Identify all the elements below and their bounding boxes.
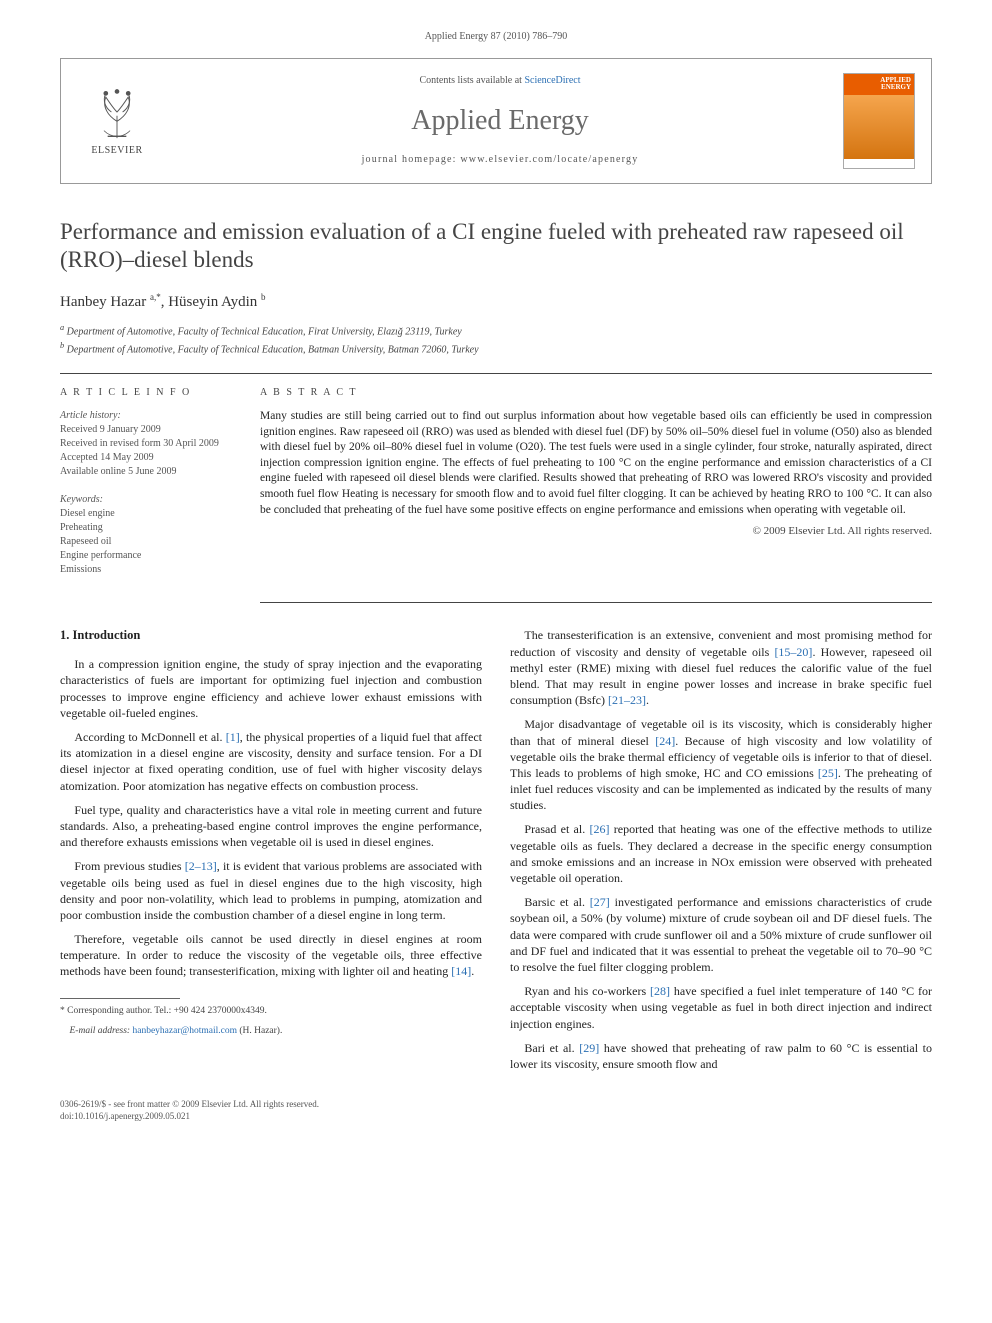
journal-name: Applied Energy (157, 102, 843, 140)
abstract-column: A B S T R A C T Many studies are still b… (260, 373, 932, 604)
keywords-label: Keywords: (60, 494, 103, 505)
body-paragraph: Therefore, vegetable oils cannot be used… (60, 931, 482, 980)
body-paragraph: Bari et al. [29] have showed that prehea… (510, 1040, 932, 1072)
body-paragraph: Prasad et al. [26] reported that heating… (510, 821, 932, 886)
homepage-line: journal homepage: www.elsevier.com/locat… (157, 153, 843, 167)
keywords-lines: Diesel enginePreheatingRapeseed oilEngin… (60, 508, 141, 575)
email-label: E-mail address: (70, 1026, 131, 1036)
article-info-header: A R T I C L E I N F O (60, 386, 244, 400)
left-column: 1. Introduction In a compression ignitio… (60, 627, 482, 1080)
journal-cover-thumb: APPLIED ENERGY (843, 73, 915, 169)
elsevier-wordmark: ELSEVIER (91, 144, 142, 158)
email-link[interactable]: hanbeyhazar@hotmail.com (132, 1026, 237, 1036)
body-paragraph: In a compression ignition engine, the st… (60, 656, 482, 721)
body-paragraph: The transesterification is an extensive,… (510, 627, 932, 708)
affiliations: a Department of Automotive, Faculty of T… (60, 322, 932, 357)
page-footer: 0306-2619/$ - see front matter © 2009 El… (60, 1098, 932, 1122)
keywords-block: Keywords: Diesel enginePreheatingRapesee… (60, 493, 244, 577)
info-abstract-row: A R T I C L E I N F O Article history: R… (60, 373, 932, 604)
footer-line2: doi:10.1016/j.apenergy.2009.05.021 (60, 1110, 932, 1122)
section-heading: 1. Introduction (60, 627, 482, 644)
cover-label: APPLIED ENERGY (844, 74, 914, 95)
right-paragraphs: The transesterification is an extensive,… (510, 627, 932, 1072)
cover-line2: ENERGY (881, 83, 911, 91)
running-header: Applied Energy 87 (2010) 786–790 (60, 30, 932, 44)
contents-prefix: Contents lists available at (419, 75, 524, 86)
contents-available-line: Contents lists available at ScienceDirec… (157, 74, 843, 88)
right-column: The transesterification is an extensive,… (510, 627, 932, 1080)
email-suffix: (H. Hazar). (239, 1026, 282, 1036)
elsevier-tree-icon (89, 84, 145, 140)
elsevier-logo: ELSEVIER (77, 84, 157, 158)
left-paragraphs: In a compression ignition engine, the st… (60, 656, 482, 979)
authors: Hanbey Hazar a,*, Hüseyin Aydin b (60, 291, 932, 312)
body-paragraph: Barsic et al. [27] investigated performa… (510, 894, 932, 975)
article-history-block: Article history: Received 9 January 2009… (60, 409, 244, 479)
body-paragraph: Ryan and his co-workers [28] have specif… (510, 983, 932, 1032)
history-label: Article history: (60, 410, 121, 421)
body-paragraph: According to McDonnell et al. [1], the p… (60, 729, 482, 794)
body-paragraph: Major disadvantage of vegetable oil is i… (510, 716, 932, 813)
abstract-header: A B S T R A C T (260, 386, 932, 400)
article-title: Performance and emission evaluation of a… (60, 218, 932, 276)
corresponding-author-note: * Corresponding author. Tel.: +90 424 23… (60, 1005, 482, 1018)
header-center: Contents lists available at ScienceDirec… (157, 74, 843, 167)
journal-header-box: ELSEVIER Contents lists available at Sci… (60, 58, 932, 184)
abstract-text: Many studies are still being carried out… (260, 409, 932, 518)
body-columns: 1. Introduction In a compression ignitio… (60, 627, 932, 1080)
email-footnote: E-mail address: hanbeyhazar@hotmail.com … (60, 1025, 482, 1038)
footer-line1: 0306-2619/$ - see front matter © 2009 El… (60, 1098, 932, 1110)
article-info-column: A R T I C L E I N F O Article history: R… (60, 373, 260, 604)
sciencedirect-link[interactable]: ScienceDirect (524, 75, 580, 86)
footnote-separator (60, 998, 180, 999)
cover-body-graphic (844, 95, 914, 159)
body-paragraph: From previous studies [2–13], it is evid… (60, 858, 482, 923)
abstract-copyright: © 2009 Elsevier Ltd. All rights reserved… (260, 524, 932, 539)
body-paragraph: Fuel type, quality and characteristics h… (60, 802, 482, 851)
history-lines: Received 9 January 2009Received in revis… (60, 424, 219, 477)
page: Applied Energy 87 (2010) 786–790 (0, 0, 992, 1162)
